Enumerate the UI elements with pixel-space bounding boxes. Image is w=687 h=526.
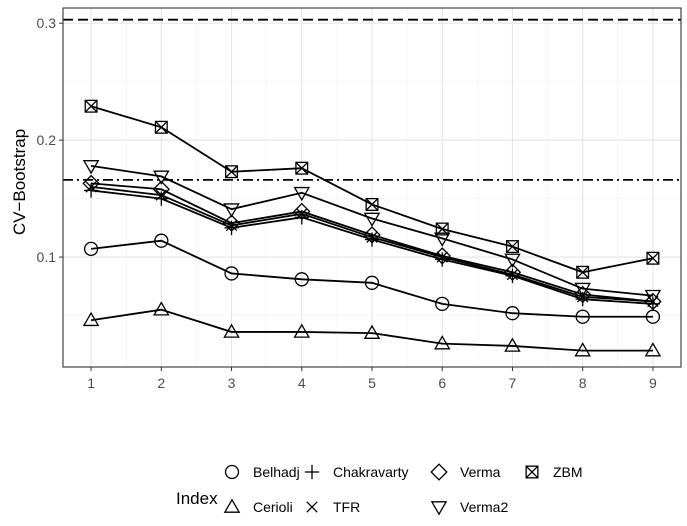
point-verma2 — [433, 232, 451, 247]
series-verma — [82, 174, 662, 311]
legend-label-verma: Verma — [460, 464, 501, 480]
point-cerioli — [644, 342, 662, 357]
x-tick-label: 3 — [228, 375, 236, 391]
point-cerioli — [574, 342, 591, 357]
x-tick-label: 8 — [579, 375, 587, 391]
point-cerioli — [82, 311, 100, 327]
point-tfr — [296, 208, 308, 220]
grid — [63, 8, 681, 367]
point-verma2 — [293, 186, 311, 202]
point-verma — [82, 174, 100, 193]
legend-label-belhadj: Belhadj — [253, 464, 300, 480]
x-tick-label: 6 — [438, 375, 446, 391]
legend-label-chakravarty: Chakravarty — [333, 464, 408, 480]
legend-item-tfr: TFR — [306, 499, 360, 515]
point-cerioli — [223, 323, 240, 338]
point-belhadj — [154, 233, 169, 248]
point-verma2 — [153, 170, 170, 185]
point-belhadj — [364, 275, 380, 290]
x-tick-label: 2 — [157, 375, 165, 391]
point-verma — [222, 214, 241, 232]
point-verma — [363, 226, 381, 244]
legend-marker-cerioli — [223, 498, 241, 513]
x-tick-label: 1 — [87, 375, 95, 391]
legend-item-verma: Verma — [430, 463, 501, 481]
point-cerioli — [153, 301, 170, 316]
point-verma — [573, 285, 592, 304]
legend-item-chakravarty: Chakravarty — [304, 464, 408, 480]
point-cerioli — [293, 323, 311, 338]
axes: 1 2 3 4 5 6 7 8 9 0.1 0.2 0.3 — [37, 7, 682, 391]
legend-label-cerioli: Cerioli — [253, 499, 293, 515]
legend-item-cerioli: Cerioli — [223, 498, 293, 515]
y-tick-label: 0.2 — [37, 132, 57, 148]
series-line-cerioli — [90, 308, 653, 352]
point-cerioli — [504, 337, 521, 352]
series-verma2 — [82, 160, 662, 305]
point-verma2 — [223, 203, 240, 218]
point-belhadj — [575, 309, 590, 324]
point-belhadj — [505, 306, 520, 321]
legend-item-verma2: Verma2 — [430, 499, 508, 516]
legend: Index Belhadj Chakravarty Verma ZBM Cerioli T… — [176, 463, 583, 516]
point-chakravarty — [294, 210, 309, 225]
legend-title: Index — [176, 489, 218, 508]
x-tick-label: 4 — [298, 375, 306, 391]
x-tick-label: 7 — [509, 375, 517, 391]
point-verma — [293, 202, 311, 221]
x-tick-label: 9 — [649, 375, 657, 391]
reference-lines — [63, 18, 681, 181]
series-layer — [82, 99, 662, 357]
legend-marker-verma2 — [430, 501, 448, 516]
point-cerioli — [363, 324, 381, 339]
point-zbm — [646, 251, 660, 265]
point-chakravarty — [154, 191, 169, 206]
point-verma — [644, 292, 662, 311]
point-zbm — [154, 120, 168, 134]
point-belhadj — [435, 296, 450, 312]
legend-label-tfr: TFR — [333, 499, 360, 515]
point-verma2 — [504, 253, 521, 268]
point-cerioli — [433, 335, 451, 350]
point-zbm — [435, 222, 449, 236]
y-tick-label: 0.1 — [37, 249, 57, 265]
point-verma2 — [82, 160, 100, 175]
x-tick-label: 5 — [368, 375, 376, 391]
series-line-belhadj — [90, 239, 653, 318]
series-line-verma — [91, 182, 653, 303]
point-verma — [503, 263, 522, 281]
point-zbm — [576, 265, 590, 279]
y-tick-label: 0.3 — [37, 15, 57, 31]
legend-item-zbm: ZBM — [525, 464, 583, 480]
point-belhadj — [83, 241, 99, 257]
point-zbm — [84, 99, 98, 113]
legend-marker-tfr — [306, 501, 318, 513]
legend-label-zbm: ZBM — [553, 464, 583, 480]
legend-marker-belhadj — [224, 464, 240, 480]
legend-item-belhadj: Belhadj — [224, 464, 300, 480]
legend-marker-chakravarty — [304, 464, 320, 480]
legend-marker-verma — [430, 463, 448, 481]
point-verma — [433, 247, 451, 265]
series-belhadj — [83, 233, 661, 324]
series-cerioli — [82, 301, 662, 357]
point-verma2 — [644, 289, 662, 305]
point-zbm — [295, 161, 309, 175]
y-axis-title: CV−Bootstrap — [10, 129, 29, 235]
point-verma2 — [363, 212, 381, 227]
point-zbm — [505, 240, 519, 254]
point-verma — [152, 180, 171, 198]
point-belhadj — [224, 266, 239, 281]
series-chakravarty — [83, 183, 661, 312]
point-belhadj — [294, 272, 309, 287]
legend-label-verma2: Verma2 — [460, 499, 508, 515]
legend-marker-zbm — [525, 465, 539, 479]
series-line-verma2 — [90, 164, 653, 297]
point-verma2 — [574, 282, 591, 298]
point-zbm — [365, 197, 379, 211]
point-zbm — [225, 165, 239, 179]
series-zbm — [84, 99, 660, 279]
